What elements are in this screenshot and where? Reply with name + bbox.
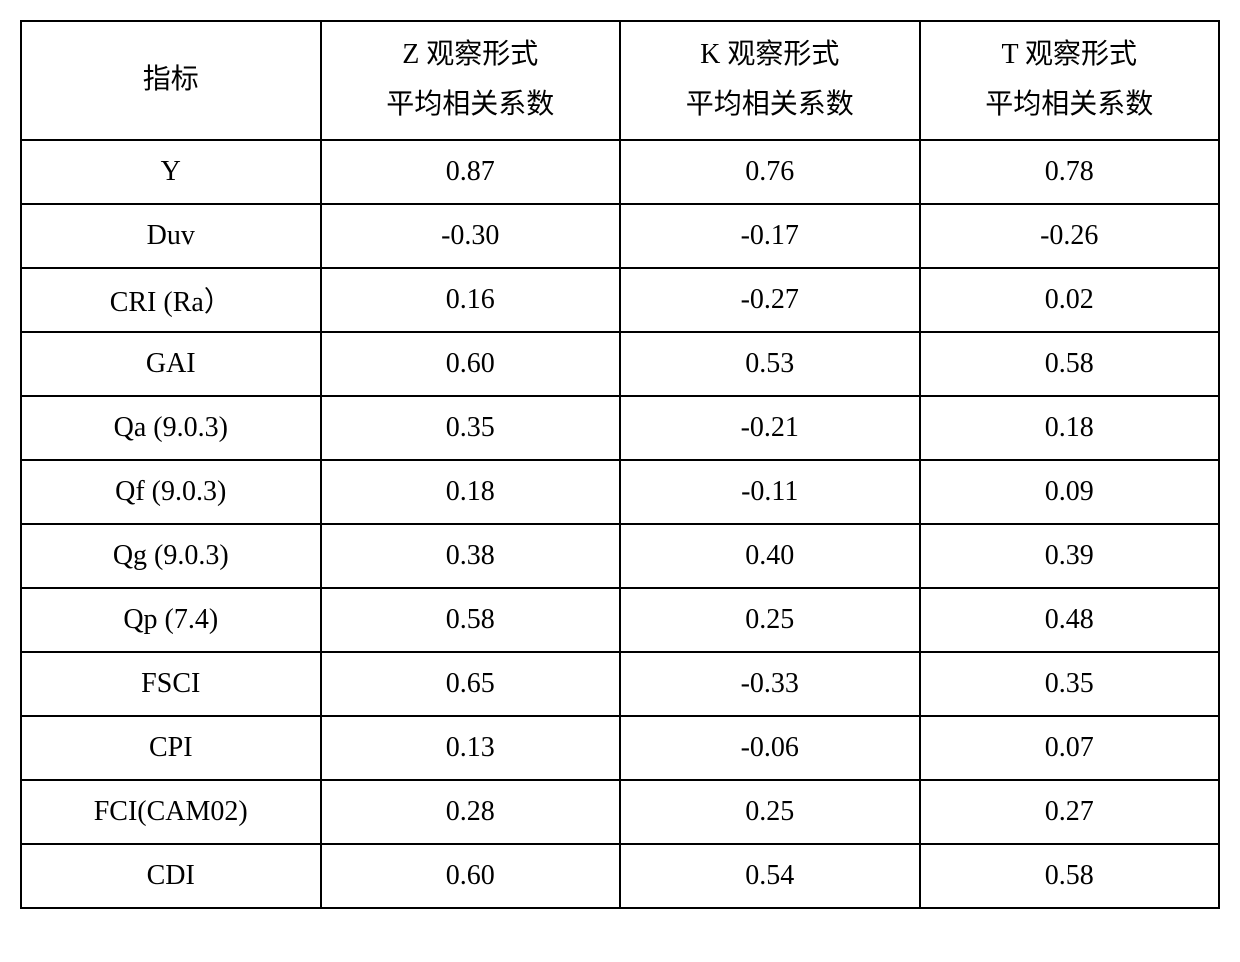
cell-indicator: Y	[21, 140, 321, 204]
cell-k: -0.27	[620, 268, 920, 332]
cell-t: 0.07	[920, 716, 1220, 780]
cell-z: 0.60	[321, 332, 621, 396]
cell-indicator: Qp (7.4)	[21, 588, 321, 652]
cell-z: 0.87	[321, 140, 621, 204]
cell-indicator: Qg (9.0.3)	[21, 524, 321, 588]
cell-z: 0.28	[321, 780, 621, 844]
header-indicator-label: 指标	[26, 55, 316, 105]
cell-k: -0.11	[620, 460, 920, 524]
table-header-row: 指标 Z 观察形式 平均相关系数 K 观察形式 平均相关系数 T 观察形式 平均…	[21, 21, 1219, 140]
header-z: Z 观察形式 平均相关系数	[321, 21, 621, 140]
cell-k: -0.06	[620, 716, 920, 780]
header-indicator: 指标	[21, 21, 321, 140]
cell-k: 0.53	[620, 332, 920, 396]
cell-t: 0.09	[920, 460, 1220, 524]
table-row: FCI(CAM02) 0.28 0.25 0.27	[21, 780, 1219, 844]
cell-indicator: GAI	[21, 332, 321, 396]
correlation-table: 指标 Z 观察形式 平均相关系数 K 观察形式 平均相关系数 T 观察形式 平均…	[20, 20, 1220, 909]
cell-k: 0.25	[620, 588, 920, 652]
cell-indicator: CDI	[21, 844, 321, 908]
cell-z: 0.60	[321, 844, 621, 908]
cell-indicator: FCI(CAM02)	[21, 780, 321, 844]
header-z-line1: Z 观察形式	[326, 30, 616, 80]
cell-k: -0.17	[620, 204, 920, 268]
header-t-line1: T 观察形式	[925, 30, 1215, 80]
table-row: Qp (7.4) 0.58 0.25 0.48	[21, 588, 1219, 652]
table-row: Qf (9.0.3) 0.18 -0.11 0.09	[21, 460, 1219, 524]
cell-t: 0.48	[920, 588, 1220, 652]
cell-k: 0.25	[620, 780, 920, 844]
cell-t: 0.27	[920, 780, 1220, 844]
cell-t: 0.39	[920, 524, 1220, 588]
cell-t: 0.78	[920, 140, 1220, 204]
cell-t: 0.02	[920, 268, 1220, 332]
table-row: Qa (9.0.3) 0.35 -0.21 0.18	[21, 396, 1219, 460]
cell-indicator: Qa (9.0.3)	[21, 396, 321, 460]
cell-t: -0.26	[920, 204, 1220, 268]
cell-k: 0.76	[620, 140, 920, 204]
table-row: CDI 0.60 0.54 0.58	[21, 844, 1219, 908]
table-row: Qg (9.0.3) 0.38 0.40 0.39	[21, 524, 1219, 588]
table-header: 指标 Z 观察形式 平均相关系数 K 观察形式 平均相关系数 T 观察形式 平均…	[21, 21, 1219, 140]
header-t: T 观察形式 平均相关系数	[920, 21, 1220, 140]
cell-z: 0.38	[321, 524, 621, 588]
cell-k: -0.33	[620, 652, 920, 716]
cell-z: 0.18	[321, 460, 621, 524]
cell-z: 0.16	[321, 268, 621, 332]
table-row: FSCI 0.65 -0.33 0.35	[21, 652, 1219, 716]
table-row: Y 0.87 0.76 0.78	[21, 140, 1219, 204]
cell-z: 0.58	[321, 588, 621, 652]
table-row: Duv -0.30 -0.17 -0.26	[21, 204, 1219, 268]
cell-k: 0.54	[620, 844, 920, 908]
table-row: CPI 0.13 -0.06 0.07	[21, 716, 1219, 780]
correlation-table-container: 指标 Z 观察形式 平均相关系数 K 观察形式 平均相关系数 T 观察形式 平均…	[20, 20, 1220, 909]
cell-z: 0.65	[321, 652, 621, 716]
cell-z: -0.30	[321, 204, 621, 268]
header-t-line2: 平均相关系数	[925, 80, 1215, 130]
cell-indicator: CRI (Ra）	[21, 268, 321, 332]
cell-indicator: CPI	[21, 716, 321, 780]
cell-indicator: Qf (9.0.3)	[21, 460, 321, 524]
header-k-line2: 平均相关系数	[625, 80, 915, 130]
header-z-line2: 平均相关系数	[326, 80, 616, 130]
cell-t: 0.58	[920, 844, 1220, 908]
header-k: K 观察形式 平均相关系数	[620, 21, 920, 140]
cell-t: 0.58	[920, 332, 1220, 396]
header-k-line1: K 观察形式	[625, 30, 915, 80]
table-row: CRI (Ra） 0.16 -0.27 0.02	[21, 268, 1219, 332]
cell-k: -0.21	[620, 396, 920, 460]
table-row: GAI 0.60 0.53 0.58	[21, 332, 1219, 396]
cell-z: 0.13	[321, 716, 621, 780]
cell-k: 0.40	[620, 524, 920, 588]
cell-indicator: FSCI	[21, 652, 321, 716]
cell-z: 0.35	[321, 396, 621, 460]
cell-t: 0.35	[920, 652, 1220, 716]
table-body: Y 0.87 0.76 0.78 Duv -0.30 -0.17 -0.26 C…	[21, 140, 1219, 908]
cell-indicator: Duv	[21, 204, 321, 268]
cell-t: 0.18	[920, 396, 1220, 460]
